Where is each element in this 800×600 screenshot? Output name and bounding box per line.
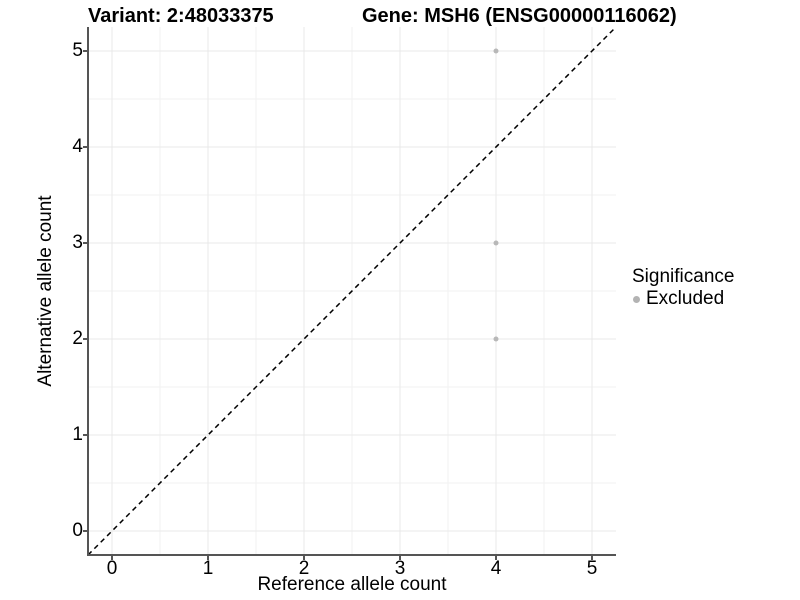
x-tick-label: 5	[586, 558, 598, 579]
legend-title: Significance	[632, 266, 735, 287]
x-tick-label: 3	[394, 558, 406, 579]
y-tick-label: 0	[72, 520, 83, 541]
legend-item-label: Excluded	[646, 288, 725, 309]
identity-reference-line	[87, 26, 617, 556]
legend-item-excluded: Excluded	[632, 289, 734, 309]
x-tick-label: 4	[490, 558, 502, 579]
excluded-point-icon	[633, 295, 640, 303]
y-tick-label: 1	[72, 424, 83, 445]
y-tick-label: 5	[72, 40, 83, 61]
data-point	[493, 336, 499, 342]
x-tick-label: 2	[298, 558, 310, 579]
data-point	[493, 240, 499, 246]
x-tick-label: 0	[106, 558, 118, 579]
data-point	[493, 48, 499, 54]
y-axis-title: Alternative allele count	[35, 195, 56, 387]
legend: Significance Excluded	[632, 266, 734, 309]
y-tick-label: 2	[72, 328, 83, 349]
y-tick-label: 4	[72, 136, 83, 157]
gene-title: Gene: MSH6 (ENSG00000116062)	[362, 5, 677, 27]
variant-title: Variant: 2:48033375	[88, 5, 274, 27]
y-tick-label: 3	[72, 232, 83, 253]
x-axis-title: Reference allele count	[257, 574, 447, 595]
x-tick-label: 1	[202, 558, 214, 579]
